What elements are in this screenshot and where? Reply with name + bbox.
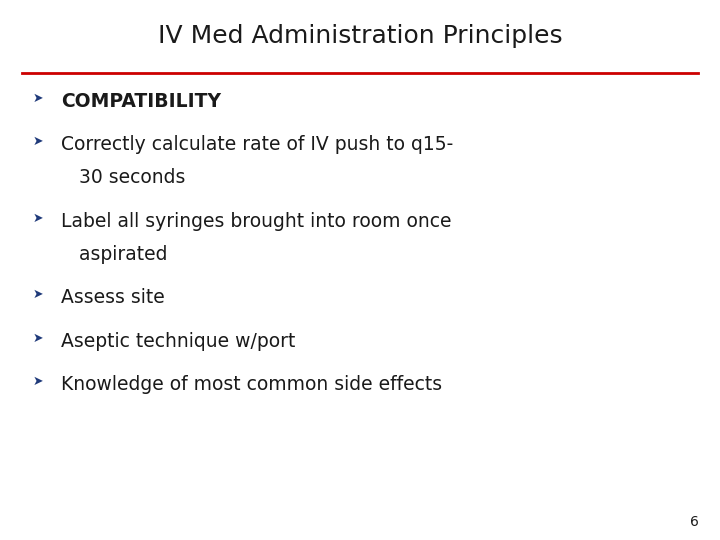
Text: 30 seconds: 30 seconds xyxy=(61,168,186,187)
Text: COMPATIBILITY: COMPATIBILITY xyxy=(61,92,221,111)
Text: ➤: ➤ xyxy=(32,212,43,225)
Text: ➤: ➤ xyxy=(32,332,43,345)
Text: Assess site: Assess site xyxy=(61,288,165,307)
Text: aspirated: aspirated xyxy=(61,245,168,264)
Text: ➤: ➤ xyxy=(32,288,43,301)
Text: IV Med Administration Principles: IV Med Administration Principles xyxy=(158,24,562,48)
Text: Label all syringes brought into room once: Label all syringes brought into room onc… xyxy=(61,212,451,231)
Text: Correctly calculate rate of IV push to q15-: Correctly calculate rate of IV push to q… xyxy=(61,135,454,154)
Text: Knowledge of most common side effects: Knowledge of most common side effects xyxy=(61,375,442,394)
Text: ➤: ➤ xyxy=(32,375,43,388)
Text: ➤: ➤ xyxy=(32,92,43,105)
Text: ➤: ➤ xyxy=(32,135,43,148)
Text: 6: 6 xyxy=(690,515,698,529)
Text: Aseptic technique w/port: Aseptic technique w/port xyxy=(61,332,296,350)
